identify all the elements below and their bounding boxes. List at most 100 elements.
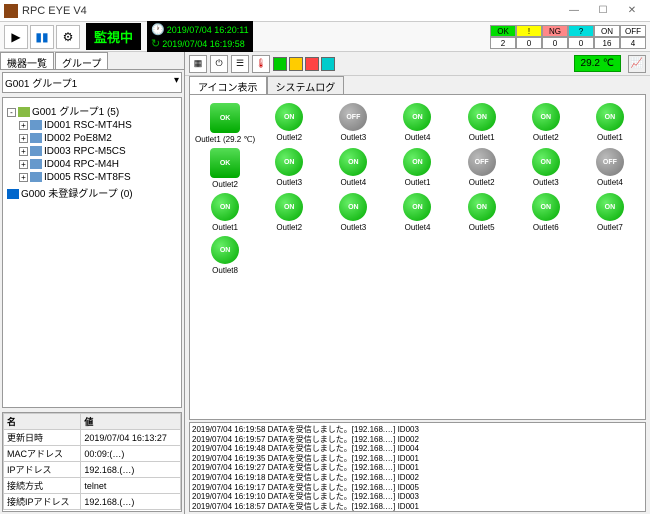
outlet-button[interactable]: ON bbox=[275, 148, 303, 176]
outlet-label: Outlet4 bbox=[405, 133, 431, 142]
outlet-button[interactable]: ON bbox=[403, 103, 431, 131]
outlet-button[interactable]: ON bbox=[339, 148, 367, 176]
outlet-label: Outlet3 bbox=[276, 178, 302, 187]
view-icon-button[interactable]: ▦ bbox=[189, 55, 207, 73]
log-line: 2019/07/04 16:18:57 DATAを受信しました。[192.168… bbox=[192, 502, 643, 512]
outlet-button[interactable]: ON bbox=[532, 148, 560, 176]
tree-label: ID002 PoE8M2 bbox=[44, 133, 112, 144]
tree-node-icon bbox=[7, 189, 19, 199]
outlet-button[interactable]: OFF bbox=[468, 148, 496, 176]
stat-value: 0 bbox=[542, 37, 568, 49]
outlet-item: ON Outlet4 bbox=[386, 103, 448, 144]
close-button[interactable]: ✕ bbox=[618, 2, 646, 20]
tree-item[interactable]: +ID004 RPC-M4H bbox=[7, 158, 177, 171]
play-button[interactable]: ▶ bbox=[4, 25, 28, 49]
outlet-button[interactable]: ON bbox=[468, 193, 496, 221]
tree-toggle[interactable]: + bbox=[19, 147, 28, 156]
outlet-button[interactable]: ON bbox=[403, 193, 431, 221]
outlet-button[interactable]: ON bbox=[468, 103, 496, 131]
app-icon bbox=[4, 4, 18, 18]
tree-item[interactable]: +ID005 RSC-MT8FS bbox=[7, 171, 177, 184]
tree-toggle[interactable]: - bbox=[7, 108, 16, 117]
tab-icon-view[interactable]: アイコン表示 bbox=[189, 76, 267, 94]
tree-toggle[interactable]: + bbox=[19, 134, 28, 143]
tree-toggle[interactable]: + bbox=[19, 160, 28, 169]
tree-toggle[interactable]: + bbox=[19, 121, 28, 130]
props-cell: IPアドレス bbox=[4, 462, 81, 478]
stat-value: 16 bbox=[594, 37, 620, 49]
color-swatch[interactable] bbox=[321, 57, 335, 71]
log-line: 2019/07/04 16:19:27 DATAを受信しました。[192.168… bbox=[192, 463, 643, 473]
outlet-label: Outlet3 bbox=[340, 133, 366, 142]
right-panel: ▦ ⏻ ☰ 🌡 29.2 ℃ 📈 アイコン表示 システムログ OK Outlet1… bbox=[185, 52, 650, 514]
outlet-button[interactable]: OFF bbox=[339, 103, 367, 131]
stat-header: OFF bbox=[620, 25, 646, 37]
outlet-button[interactable]: OK bbox=[210, 103, 240, 133]
refresh-icon[interactable]: ↻ bbox=[151, 37, 160, 50]
props-cell: MACアドレス bbox=[4, 446, 81, 462]
datetime-box: 🕐2019/07/04 16:20:11 ↻2019/07/04 16:19:5… bbox=[147, 21, 253, 52]
tree-node-icon bbox=[30, 172, 42, 182]
outlet-label: Outlet2 bbox=[469, 178, 495, 187]
stats-panel: OK2!0NG0?0ON16OFF4 bbox=[490, 25, 646, 49]
props-header: 名 bbox=[4, 414, 81, 430]
props-cell: telnet bbox=[81, 478, 181, 494]
tree-toggle[interactable]: + bbox=[19, 173, 28, 182]
chart-button[interactable]: 📈 bbox=[628, 55, 646, 73]
outlet-button[interactable]: ON bbox=[532, 193, 560, 221]
log-line: 2019/07/04 16:19:10 DATAを受信しました。[192.168… bbox=[192, 492, 643, 502]
color-swatch[interactable] bbox=[289, 57, 303, 71]
outlet-button[interactable]: ON bbox=[596, 193, 624, 221]
tree-item[interactable]: -G001 グループ1 (5) bbox=[7, 102, 177, 119]
outlet-button[interactable]: ON bbox=[275, 193, 303, 221]
thermometer-icon[interactable]: 🌡 bbox=[252, 55, 270, 73]
outlet-label: Outlet8 bbox=[212, 266, 238, 275]
outlet-item: ONOutlet2 bbox=[258, 193, 320, 232]
tree-item[interactable]: + ID003 RPC-M5CS bbox=[7, 145, 177, 158]
tab-system-log[interactable]: システムログ bbox=[267, 76, 345, 94]
props-cell: 接続IPアドレス bbox=[4, 494, 81, 510]
pause-button[interactable]: ▮▮ bbox=[30, 25, 54, 49]
log-line: 2019/07/04 16:19:35 DATAを受信しました。[192.168… bbox=[192, 454, 643, 464]
props-cell: 更新日時 bbox=[4, 430, 81, 446]
tab-device-list[interactable]: 機器一覧 bbox=[0, 52, 54, 69]
group-dropdown[interactable]: G001 グループ1 ▾ bbox=[2, 72, 182, 93]
outlet-button[interactable]: ON bbox=[211, 193, 239, 221]
datetime-2: 2019/07/04 16:19:58 bbox=[162, 39, 245, 49]
right-toolbar: ▦ ⏻ ☰ 🌡 29.2 ℃ 📈 bbox=[185, 52, 650, 76]
tree-item[interactable]: + ID001 RSC-MT4HS bbox=[7, 119, 177, 132]
outlet-button[interactable]: ON bbox=[339, 193, 367, 221]
datetime-1: 2019/07/04 16:20:11 bbox=[167, 25, 249, 35]
color-swatch[interactable] bbox=[273, 57, 287, 71]
tree-label: ID001 RSC-MT4HS bbox=[44, 120, 132, 131]
outlet-button[interactable]: ON bbox=[596, 103, 624, 131]
outlet-button[interactable]: ON bbox=[211, 236, 239, 264]
outlet-label: Outlet2 bbox=[533, 133, 559, 142]
outlet-item: OFFOutlet4 bbox=[579, 148, 641, 189]
outlet-button[interactable]: OK bbox=[210, 148, 240, 178]
color-swatch[interactable] bbox=[305, 57, 319, 71]
plug-icon[interactable]: ⏻ bbox=[210, 55, 228, 73]
outlet-button[interactable]: ON bbox=[532, 103, 560, 131]
temperature-badge: 29.2 ℃ bbox=[574, 55, 621, 72]
outlet-item: OFF Outlet3 bbox=[322, 103, 384, 144]
tree-item[interactable]: + ID002 PoE8M2 bbox=[7, 132, 177, 145]
outlet-button[interactable]: ON bbox=[275, 103, 303, 131]
minimize-button[interactable]: — bbox=[560, 2, 588, 20]
list-icon[interactable]: ☰ bbox=[231, 55, 249, 73]
tree-item[interactable]: G000 未登録グループ (0) bbox=[7, 184, 177, 201]
outlet-label: Outlet4 bbox=[340, 178, 366, 187]
tree-node-icon bbox=[30, 146, 42, 156]
outlet-button[interactable]: OFF bbox=[596, 148, 624, 176]
outlet-label: Outlet1 bbox=[405, 178, 431, 187]
outlet-label: Outlet6 bbox=[533, 223, 559, 232]
maximize-button[interactable]: ☐ bbox=[589, 2, 617, 20]
settings-button[interactable]: ⚙ bbox=[56, 25, 80, 49]
tab-group[interactable]: グループ bbox=[55, 52, 108, 69]
outlet-item: OK Outlet1 (29.2 ℃) bbox=[194, 103, 256, 144]
stat-value: 4 bbox=[620, 37, 646, 49]
log-panel: 2019/07/04 16:19:58 DATAを受信しました。[192.168… bbox=[189, 422, 646, 512]
outlet-button[interactable]: ON bbox=[403, 148, 431, 176]
tree-label: ID003 RPC-M5CS bbox=[44, 146, 126, 157]
outlet-label: Outlet1 (29.2 ℃) bbox=[195, 135, 255, 144]
